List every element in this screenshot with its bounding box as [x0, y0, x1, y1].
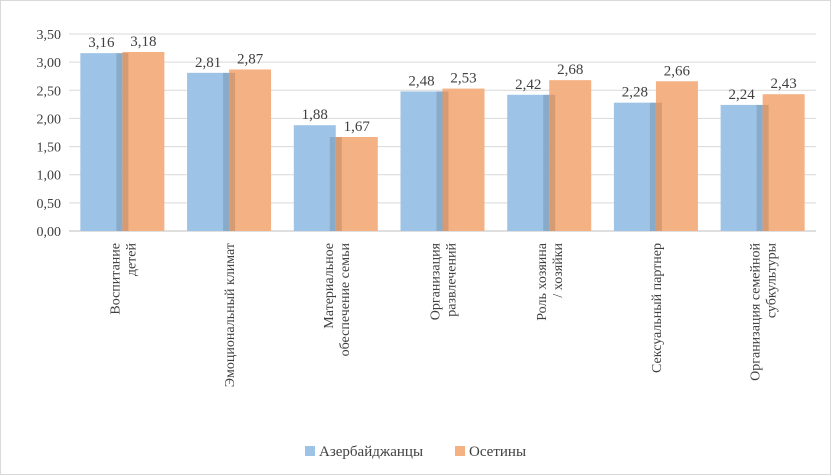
data-label: 2,48 [408, 73, 434, 89]
data-label: 2,81 [195, 55, 221, 71]
bar-overlap-shade [329, 137, 342, 231]
bar-overlap-shade [116, 53, 129, 231]
bar-azerbaijanis [400, 91, 443, 231]
x-tick-label: / хозяйки [551, 243, 566, 298]
legend-label: Осетины [469, 444, 526, 460]
data-label: 2,28 [622, 85, 648, 101]
bar-ossetians [335, 137, 378, 231]
x-category-label: Организация семейной субкультуры [749, 242, 780, 380]
data-label: 2,66 [664, 63, 691, 79]
legend-swatch [305, 446, 315, 456]
legend-item-ossetians: Осетины [455, 444, 526, 460]
bar-azerbaijanis [80, 53, 123, 231]
x-category-label: Роль хозяина / хозяйки [535, 242, 566, 321]
x-tick-label: Сексуальный партнер [650, 243, 665, 373]
data-label: 2,24 [729, 87, 756, 103]
bar-ossetians [762, 94, 805, 232]
x-tick-label: субкультуры [765, 242, 780, 318]
data-label: 1,88 [302, 107, 328, 123]
y-tick-label: 3,50 [37, 28, 62, 43]
bar-azerbaijanis [187, 72, 230, 231]
x-category-label: Организация развлечений [429, 242, 460, 320]
data-label: 1,67 [344, 119, 371, 135]
x-category-label: Материальное обеспечение семьи [322, 243, 353, 357]
data-label: 3,18 [130, 34, 156, 50]
y-tick-label: 2,00 [37, 112, 62, 127]
x-tick-label: Эмоциональный климат [223, 243, 238, 387]
bar-overlap-shade [649, 102, 662, 231]
x-tick-label: развлечений [445, 243, 460, 317]
bar-ossetians [549, 80, 592, 231]
data-label: 2,68 [557, 62, 583, 78]
bar-ossetians [122, 52, 165, 231]
bar-azerbaijanis [720, 104, 763, 231]
legend-item-azerbaijanis: Азербайджанцы [305, 444, 423, 460]
y-tick-label: 1,50 [37, 141, 62, 156]
y-tick-label: 0,00 [37, 225, 62, 240]
x-category-label: Эмоциональный климат [223, 243, 238, 387]
x-tick-label: обеспечение семьи [338, 243, 353, 357]
data-label: 2,53 [450, 71, 476, 87]
bar-azerbaijanis [613, 102, 656, 231]
bar-ossetians [229, 69, 272, 232]
x-axis: Воспитание детей Эмоциональный климат Матер… [108, 242, 779, 387]
x-tick-label: Материальное [322, 243, 337, 329]
y-tick-label: 0,50 [37, 197, 62, 212]
y-tick-label: 2,50 [37, 84, 62, 99]
bar-overlap-shade [436, 91, 449, 231]
bars [80, 52, 805, 232]
x-tick-label: Организация семейной [749, 243, 764, 381]
legend: Азербайджанцы Осетины [305, 444, 526, 460]
bar-azerbaijanis [507, 94, 550, 231]
bar-overlap-shade [543, 94, 556, 231]
data-label: 3,16 [88, 35, 115, 51]
data-label: 2,43 [771, 76, 797, 92]
data-label: 2,87 [237, 51, 264, 67]
x-tick-label: детей [124, 243, 139, 277]
y-tick-label: 1,00 [37, 169, 62, 184]
x-category-label: Сексуальный партнер [650, 243, 665, 373]
bar-ossetians [655, 81, 698, 231]
x-tick-label: Роль хозяина [535, 242, 550, 321]
bar-azerbaijanis [293, 125, 336, 231]
y-axis: 0,00 0,50 1,00 1,50 2,00 2,50 3,00 3,50 [37, 28, 62, 240]
bar-overlap-shade [756, 104, 769, 231]
legend-swatch [455, 446, 465, 456]
legend-label: Азербайджанцы [319, 444, 423, 460]
y-tick-label: 3,00 [37, 56, 62, 71]
x-tick-label: Организация [429, 242, 444, 320]
bar-overlap-shade [223, 72, 236, 231]
x-tick-label: Воспитание [108, 243, 123, 315]
data-labels: 3,16 3,18 2,81 2,87 1,88 1,67 2,48 2,53 2,42 2,68… [88, 34, 797, 135]
data-label: 2,42 [515, 77, 541, 93]
bar-ossetians [442, 88, 485, 232]
x-category-label: Воспитание детей [108, 243, 139, 315]
